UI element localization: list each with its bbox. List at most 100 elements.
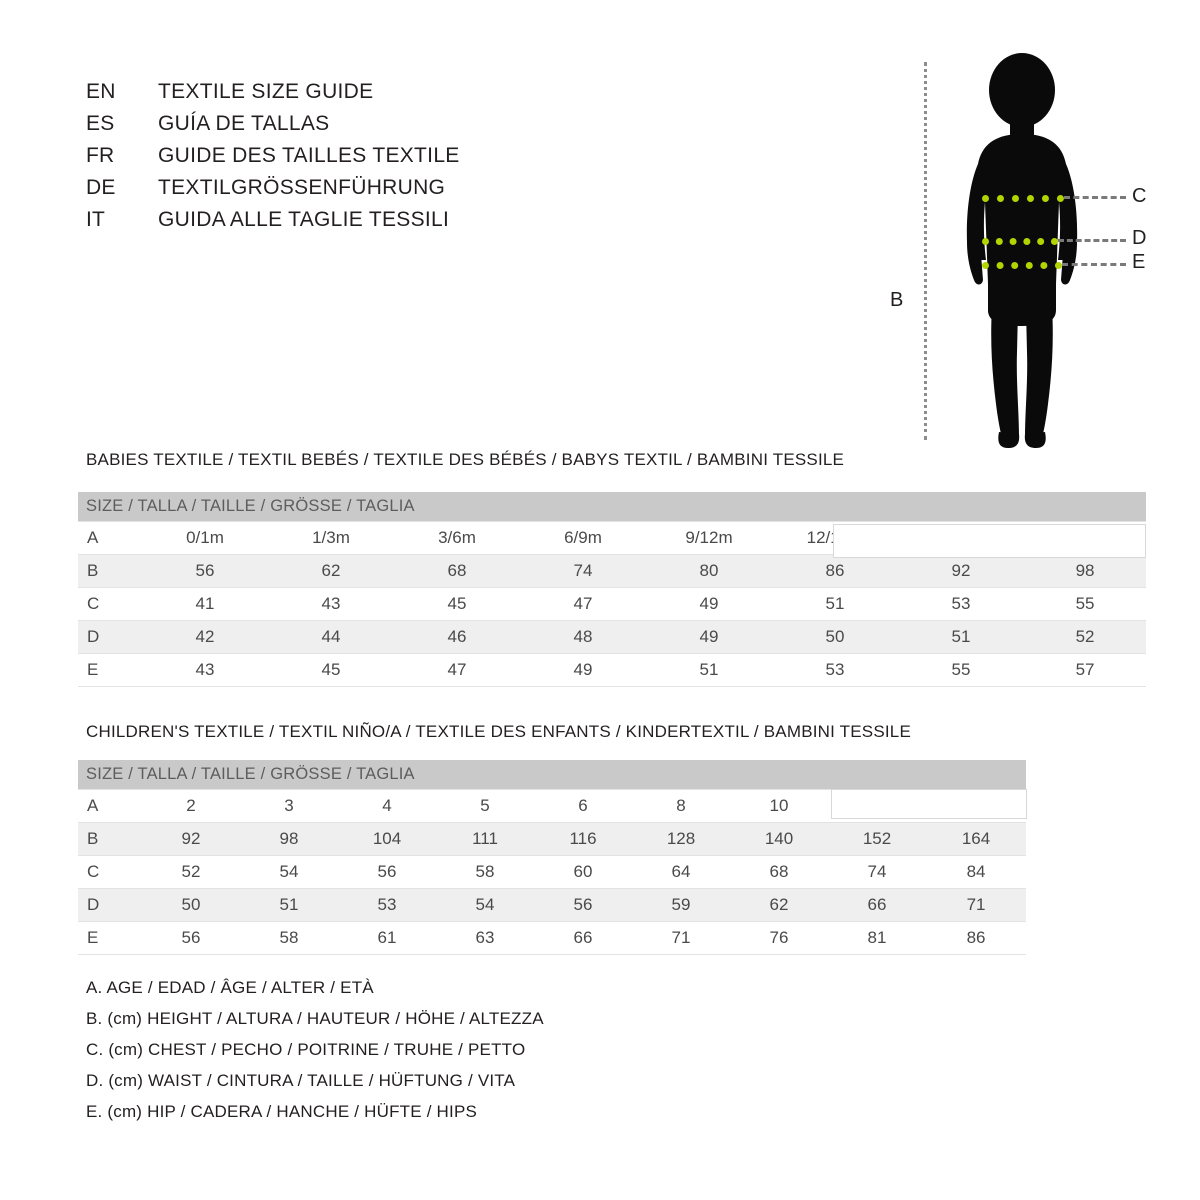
language-row-it: IT GUIDA ALLE TAGLIE TESSILI (86, 208, 626, 240)
cell: 66 (534, 921, 632, 955)
cell: 68 (394, 554, 520, 588)
language-row-en: EN TEXTILE SIZE GUIDE (86, 80, 626, 112)
waist-label-d: D (1132, 227, 1147, 249)
cell: 128 (632, 822, 730, 856)
row-key: D (78, 620, 142, 654)
cell: 71 (632, 921, 730, 955)
cell: 98 (240, 822, 338, 856)
child-silhouette-icon (966, 53, 1078, 448)
cell: 46 (394, 620, 520, 654)
cell: 47 (520, 587, 646, 621)
cell: 10 (730, 789, 828, 823)
table-row: A 2 3 4 5 6 8 10 12 14 (78, 789, 1027, 823)
cell: 55 (1024, 587, 1147, 621)
cell: 49 (646, 587, 772, 621)
babies-table-band-row: SIZE / TALLA / TAILLE / GRÖSSE / TAGLIA (78, 492, 1147, 522)
language-code: IT (86, 208, 106, 231)
children-size-table: SIZE / TALLA / TAILLE / GRÖSSE / TAGLIA … (78, 760, 1027, 955)
cell: 52 (142, 855, 240, 889)
legend-line-c: C. (cm) CHEST / PECHO / POITRINE / TRUHE… (86, 1040, 526, 1059)
cell: 57 (1024, 653, 1147, 687)
cell: 53 (772, 653, 898, 687)
children-table-caption: CHILDREN'S TEXTILE / TEXTIL NIÑO/A / TEX… (86, 722, 911, 741)
language-code: DE (86, 176, 116, 199)
cell: 8 (632, 789, 730, 823)
language-code: EN (86, 80, 116, 103)
waist-measure-line (982, 238, 1058, 245)
cell: 74 (828, 855, 926, 889)
table-row: E 56 58 61 63 66 71 76 81 86 (78, 921, 1027, 955)
cell: 76 (730, 921, 828, 955)
cell: 43 (142, 653, 268, 687)
cell: 56 (534, 888, 632, 922)
cell: 42 (142, 620, 268, 654)
cell: 3/6m (394, 521, 520, 555)
cell: 68 (730, 855, 828, 889)
children-table-band-row: SIZE / TALLA / TAILLE / GRÖSSE / TAGLIA (78, 760, 1027, 790)
row-key: D (78, 888, 142, 922)
table-row: D 42 44 46 48 49 50 51 52 (78, 620, 1147, 654)
cell: 59 (632, 888, 730, 922)
cell: 48 (520, 620, 646, 654)
cell: 44 (268, 620, 394, 654)
cell: 49 (520, 653, 646, 687)
cell: 47 (394, 653, 520, 687)
cell: 5 (436, 789, 534, 823)
row-key: C (78, 855, 142, 889)
cell: 164 (926, 822, 1027, 856)
cell: 98 (1024, 554, 1147, 588)
cell: 56 (142, 921, 240, 955)
row-key: B (78, 822, 142, 856)
language-title-block: EN TEXTILE SIZE GUIDE ES GUÍA DE TALLAS … (86, 80, 626, 240)
cell: 86 (772, 554, 898, 588)
cell: 24/36m (1024, 521, 1147, 555)
cell: 53 (898, 587, 1024, 621)
cell: 56 (338, 855, 436, 889)
table-row: D 50 51 53 54 56 59 62 66 71 (78, 888, 1027, 922)
cell: 71 (926, 888, 1027, 922)
hip-measure-line (982, 262, 1062, 269)
language-row-es: ES GUÍA DE TALLAS (86, 112, 626, 144)
cell: 43 (268, 587, 394, 621)
language-code: FR (86, 144, 115, 167)
cell: 111 (436, 822, 534, 856)
cell: 0/1m (142, 521, 268, 555)
cell: 58 (240, 921, 338, 955)
cell: 41 (142, 587, 268, 621)
table-row: B 92 98 104 111 116 128 140 152 164 (78, 822, 1027, 856)
hip-label-e: E (1132, 251, 1146, 273)
measurement-legend: A. AGE / EDAD / ÂGE / ALTER / ETÀ B. (cm… (86, 978, 544, 1133)
cell: 12 (828, 789, 926, 823)
legend-line-e: E. (cm) HIP / CADERA / HANCHE / HÜFTE / … (86, 1102, 478, 1121)
cell: 2 (142, 789, 240, 823)
cell: 64 (632, 855, 730, 889)
language-title: TEXTILGRÖSSENFÜHRUNG (158, 176, 446, 199)
cell: 74 (520, 554, 646, 588)
children-band-label: SIZE / TALLA / TAILLE / GRÖSSE / TAGLIA (78, 760, 1027, 790)
cell: 58 (436, 855, 534, 889)
cell: 18/24m (898, 521, 1024, 555)
cell: 62 (268, 554, 394, 588)
legend-line-b: B. (cm) HEIGHT / ALTURA / HAUTEUR / HÖHE… (86, 1009, 544, 1028)
cell: 14 (926, 789, 1027, 823)
cell: 80 (646, 554, 772, 588)
cell: 6/9m (520, 521, 646, 555)
row-key: C (78, 587, 142, 621)
cell: 104 (338, 822, 436, 856)
row-key: A (78, 789, 142, 823)
cell: 4 (338, 789, 436, 823)
cell: 81 (828, 921, 926, 955)
cell: 152 (828, 822, 926, 856)
cell: 54 (240, 855, 338, 889)
babies-table-caption: BABIES TEXTILE / TEXTIL BEBÉS / TEXTILE … (86, 450, 845, 469)
cell: 60 (534, 855, 632, 889)
row-key: B (78, 554, 142, 588)
cell: 92 (898, 554, 1024, 588)
cell: 92 (142, 822, 240, 856)
cell: 1/3m (268, 521, 394, 555)
cell: 84 (926, 855, 1027, 889)
table-row: C 41 43 45 47 49 51 53 55 (78, 587, 1147, 621)
table-row: A 0/1m 1/3m 3/6m 6/9m 9/12m 12/18m 18/24… (78, 521, 1147, 555)
language-title: GUIDE DES TAILLES TEXTILE (158, 144, 460, 167)
row-key: A (78, 521, 142, 555)
